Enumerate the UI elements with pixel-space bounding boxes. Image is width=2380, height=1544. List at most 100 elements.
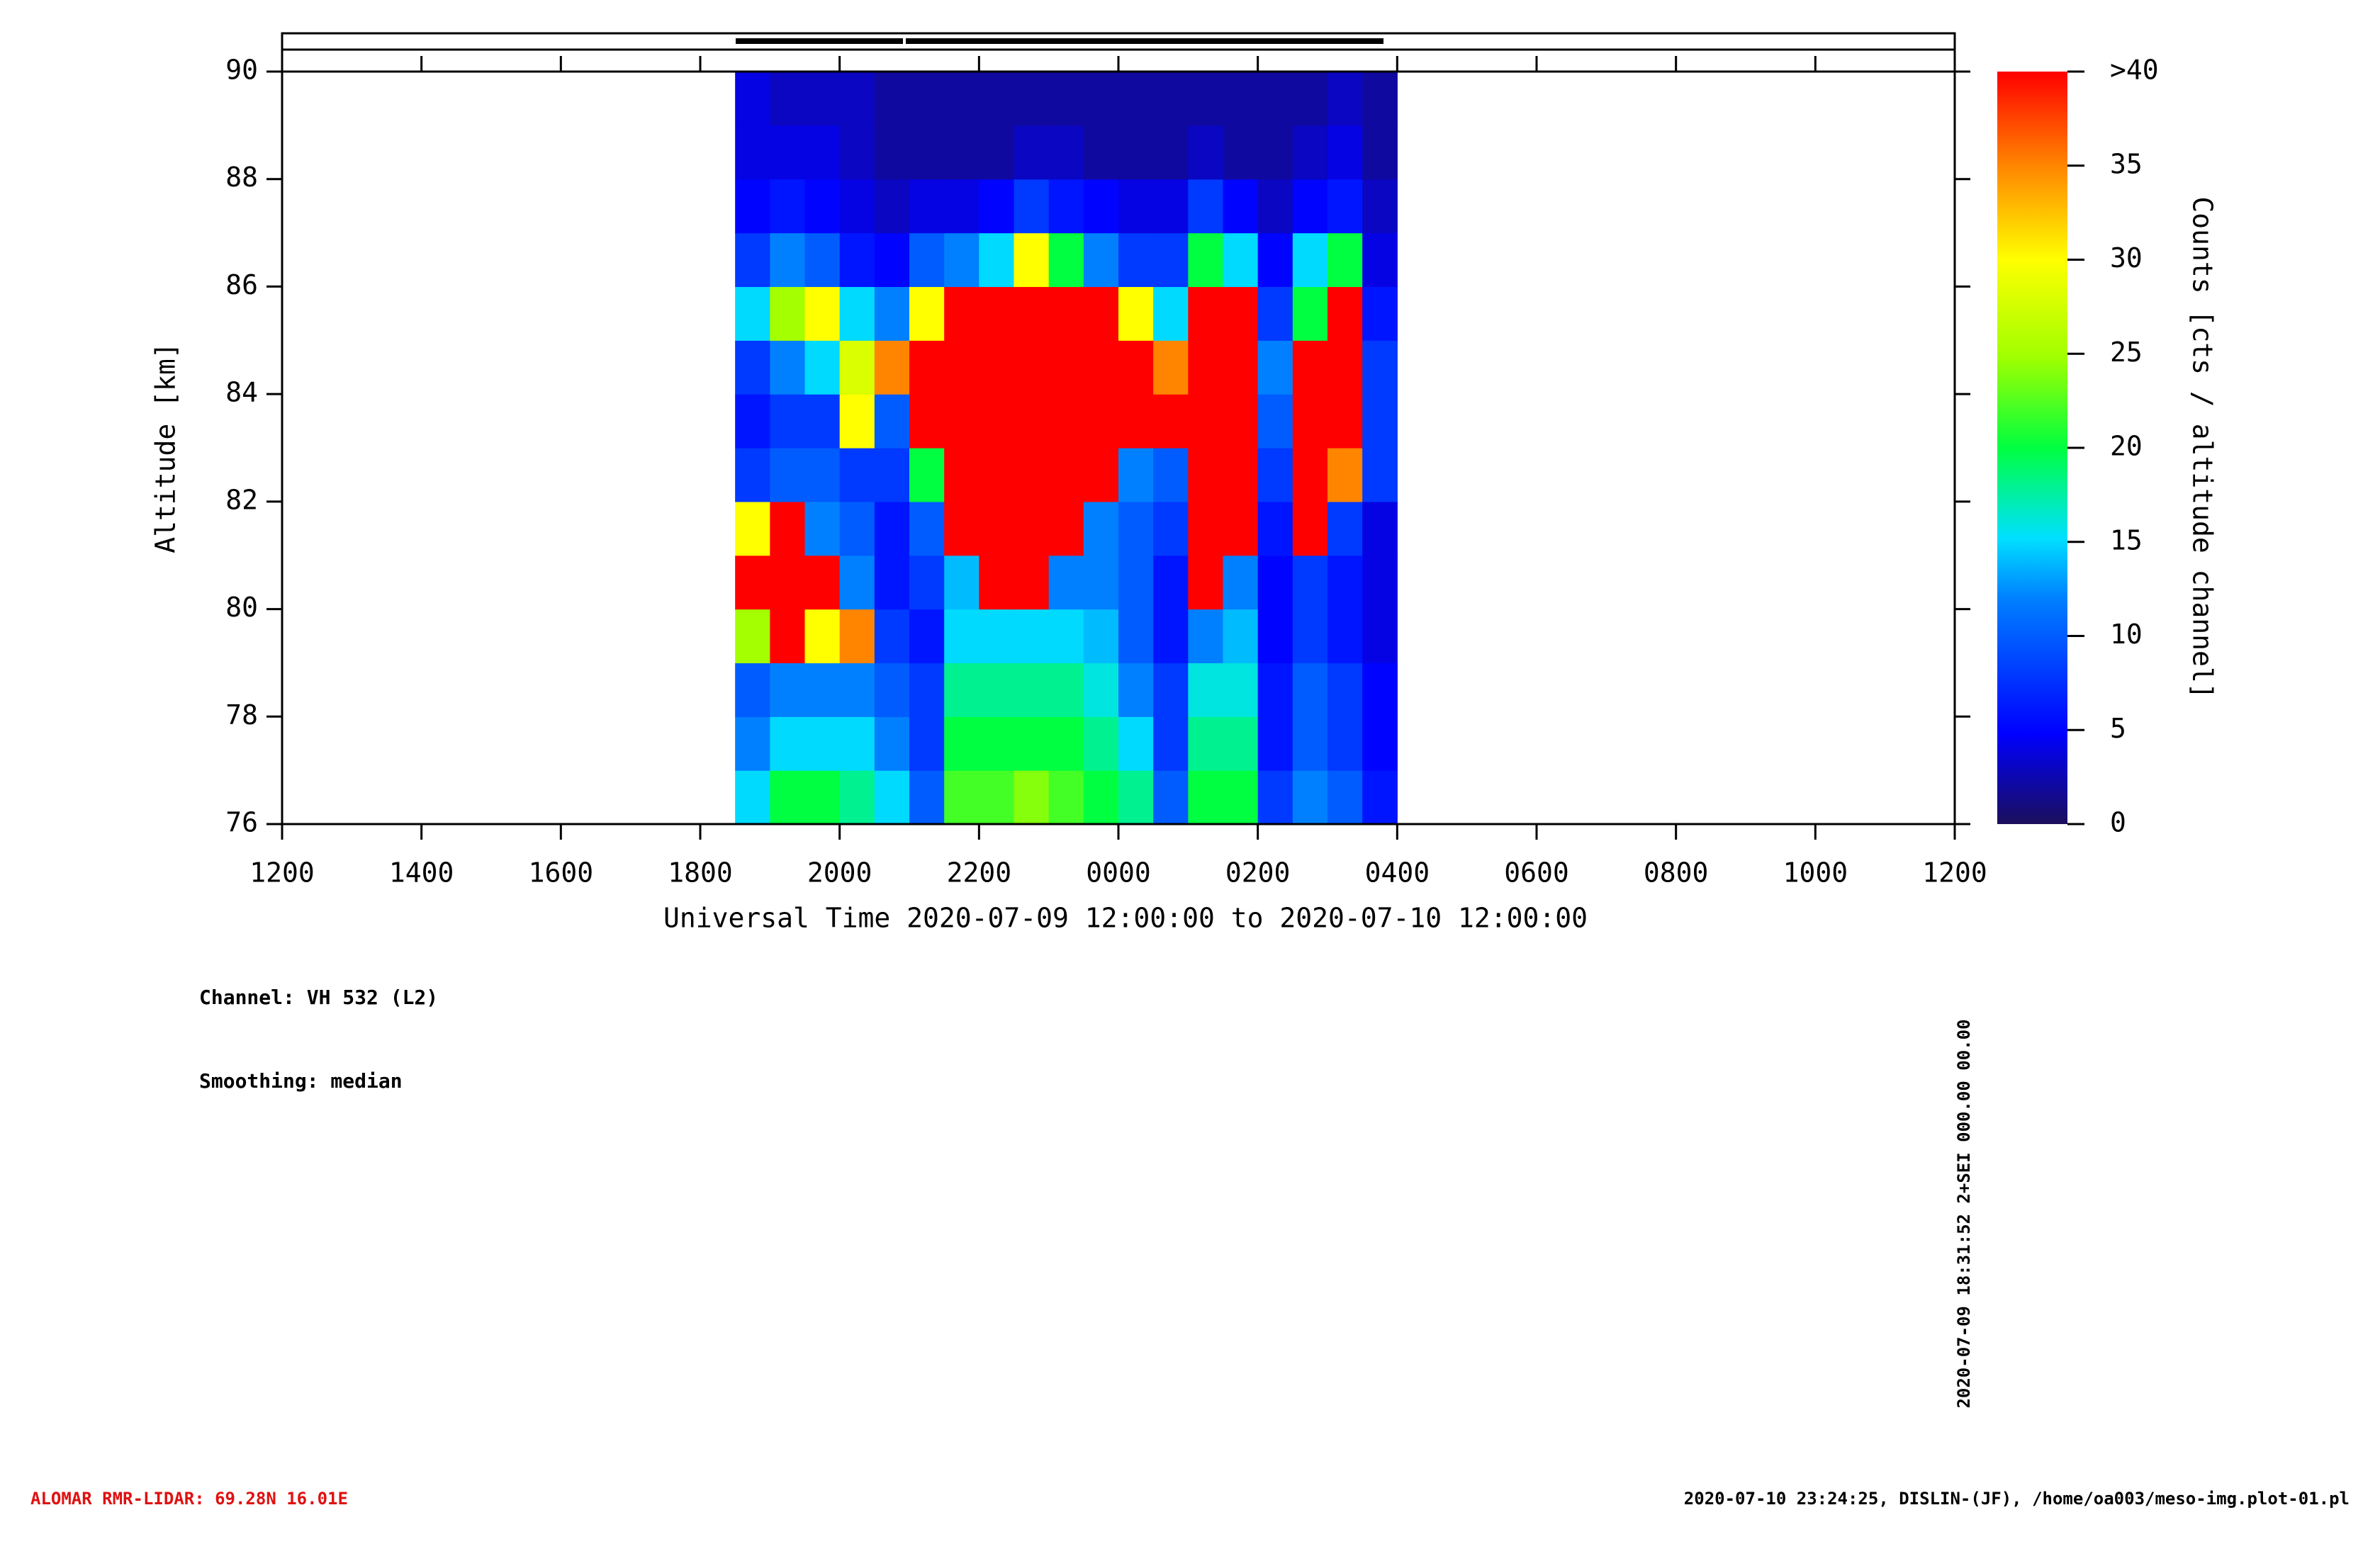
heat-cell <box>909 663 945 717</box>
heat-cell <box>839 72 875 126</box>
heat-cell <box>1014 770 1050 825</box>
x-axis-title: Universal Time 2020-07-09 12:00:00 to 20… <box>663 903 1588 934</box>
heat-cell <box>1118 394 1154 449</box>
heat-cell <box>1014 609 1050 664</box>
heat-cell <box>735 125 770 180</box>
heat-cell <box>979 179 1015 234</box>
heat-cell <box>735 716 770 771</box>
heat-cell <box>804 770 841 825</box>
heat-cell <box>735 340 770 395</box>
colorbar-tick-label: 30 <box>2110 242 2143 274</box>
heat-cell <box>1188 663 1224 717</box>
heat-cell <box>979 448 1015 502</box>
heat-cell <box>1153 72 1189 126</box>
heat-cell <box>1188 286 1224 341</box>
colorbar-tick-label: 35 <box>2110 148 2143 179</box>
heat-cell <box>839 663 875 717</box>
heat-cell <box>1118 555 1154 610</box>
heat-cell <box>1048 501 1084 556</box>
heat-cell <box>1153 716 1189 771</box>
x-tick-label: 2000 <box>807 857 872 889</box>
heat-cell <box>1048 609 1084 664</box>
heat-cell <box>1118 72 1154 126</box>
heat-cell <box>874 232 910 288</box>
heat-cell <box>1153 770 1189 825</box>
heat-cell <box>839 179 875 234</box>
heat-cell <box>735 448 770 502</box>
heat-cell <box>1223 663 1259 717</box>
heat-cell <box>944 770 979 825</box>
heat-cell <box>804 663 841 717</box>
heat-cell <box>1327 286 1363 341</box>
heat-cell <box>770 340 806 395</box>
heat-cell <box>944 232 979 288</box>
heat-cell <box>770 716 806 771</box>
heat-cell <box>735 501 770 556</box>
heat-cell <box>1362 340 1398 395</box>
heat-cell <box>1083 179 1119 234</box>
heat-cell <box>874 609 910 664</box>
heat-cell <box>1048 72 1084 126</box>
heat-cell <box>1292 286 1328 341</box>
x-tick-label: 0600 <box>1504 857 1569 889</box>
colorbar-tick-label: 25 <box>2110 337 2143 368</box>
heat-cell <box>979 72 1015 126</box>
colorbar-title: Counts [cts / altitude channel] <box>2187 196 2218 699</box>
heat-cell <box>909 501 945 556</box>
heat-cell <box>1223 609 1259 664</box>
heat-cell <box>1153 125 1189 180</box>
heat-cell <box>1292 501 1328 556</box>
heat-cell <box>839 394 875 449</box>
heat-cell <box>874 770 910 825</box>
heat-cell <box>1014 179 1050 234</box>
heat-cell <box>944 501 979 556</box>
heat-cell <box>1362 125 1398 180</box>
heat-cell <box>770 286 806 341</box>
heat-cell <box>874 72 910 126</box>
heat-cell <box>1257 555 1293 610</box>
heat-cell <box>1257 448 1293 502</box>
y-tick-label: 88 <box>225 162 258 193</box>
heat-cell <box>1153 555 1189 610</box>
heat-cell <box>839 286 875 341</box>
heat-cell <box>804 286 841 341</box>
heat-cell <box>1292 609 1328 664</box>
x-tick-label: 0200 <box>1225 857 1291 889</box>
heat-cell <box>1327 125 1363 180</box>
heat-cell <box>804 609 841 664</box>
heat-cell <box>1257 286 1293 341</box>
heat-cell <box>874 125 910 180</box>
heat-cell <box>839 501 875 556</box>
heat-cell <box>1327 394 1363 449</box>
heat-cell <box>804 179 841 234</box>
heat-cell <box>735 179 770 234</box>
heat-cell <box>839 609 875 664</box>
heat-cell <box>1048 770 1084 825</box>
heat-cell <box>1048 232 1084 288</box>
heat-cell <box>1083 609 1119 664</box>
heat-cell <box>1188 72 1224 126</box>
heat-cell <box>1014 555 1050 610</box>
heat-cell <box>1223 555 1259 610</box>
heat-cell <box>804 232 841 288</box>
heat-cell <box>839 232 875 288</box>
heat-cell <box>1083 394 1119 449</box>
colorbar-tick-label: 20 <box>2110 431 2143 462</box>
heat-cell <box>1292 663 1328 717</box>
colorbar-tick-label: 0 <box>2110 807 2126 838</box>
heat-cell <box>735 609 770 664</box>
x-tick-label: 1600 <box>529 857 594 889</box>
x-tick-label: 1200 <box>249 857 315 889</box>
heat-cell <box>1292 179 1328 234</box>
heat-cell <box>735 394 770 449</box>
heat-cell <box>944 609 979 664</box>
heatmap <box>735 72 1398 825</box>
heat-cell <box>909 340 945 395</box>
heat-cell <box>839 555 875 610</box>
heat-cell <box>1257 394 1293 449</box>
heat-cell <box>735 286 770 341</box>
heat-cell <box>770 72 806 126</box>
heat-cell <box>1048 555 1084 610</box>
heat-cell <box>1048 125 1084 180</box>
heat-cell <box>1292 125 1328 180</box>
